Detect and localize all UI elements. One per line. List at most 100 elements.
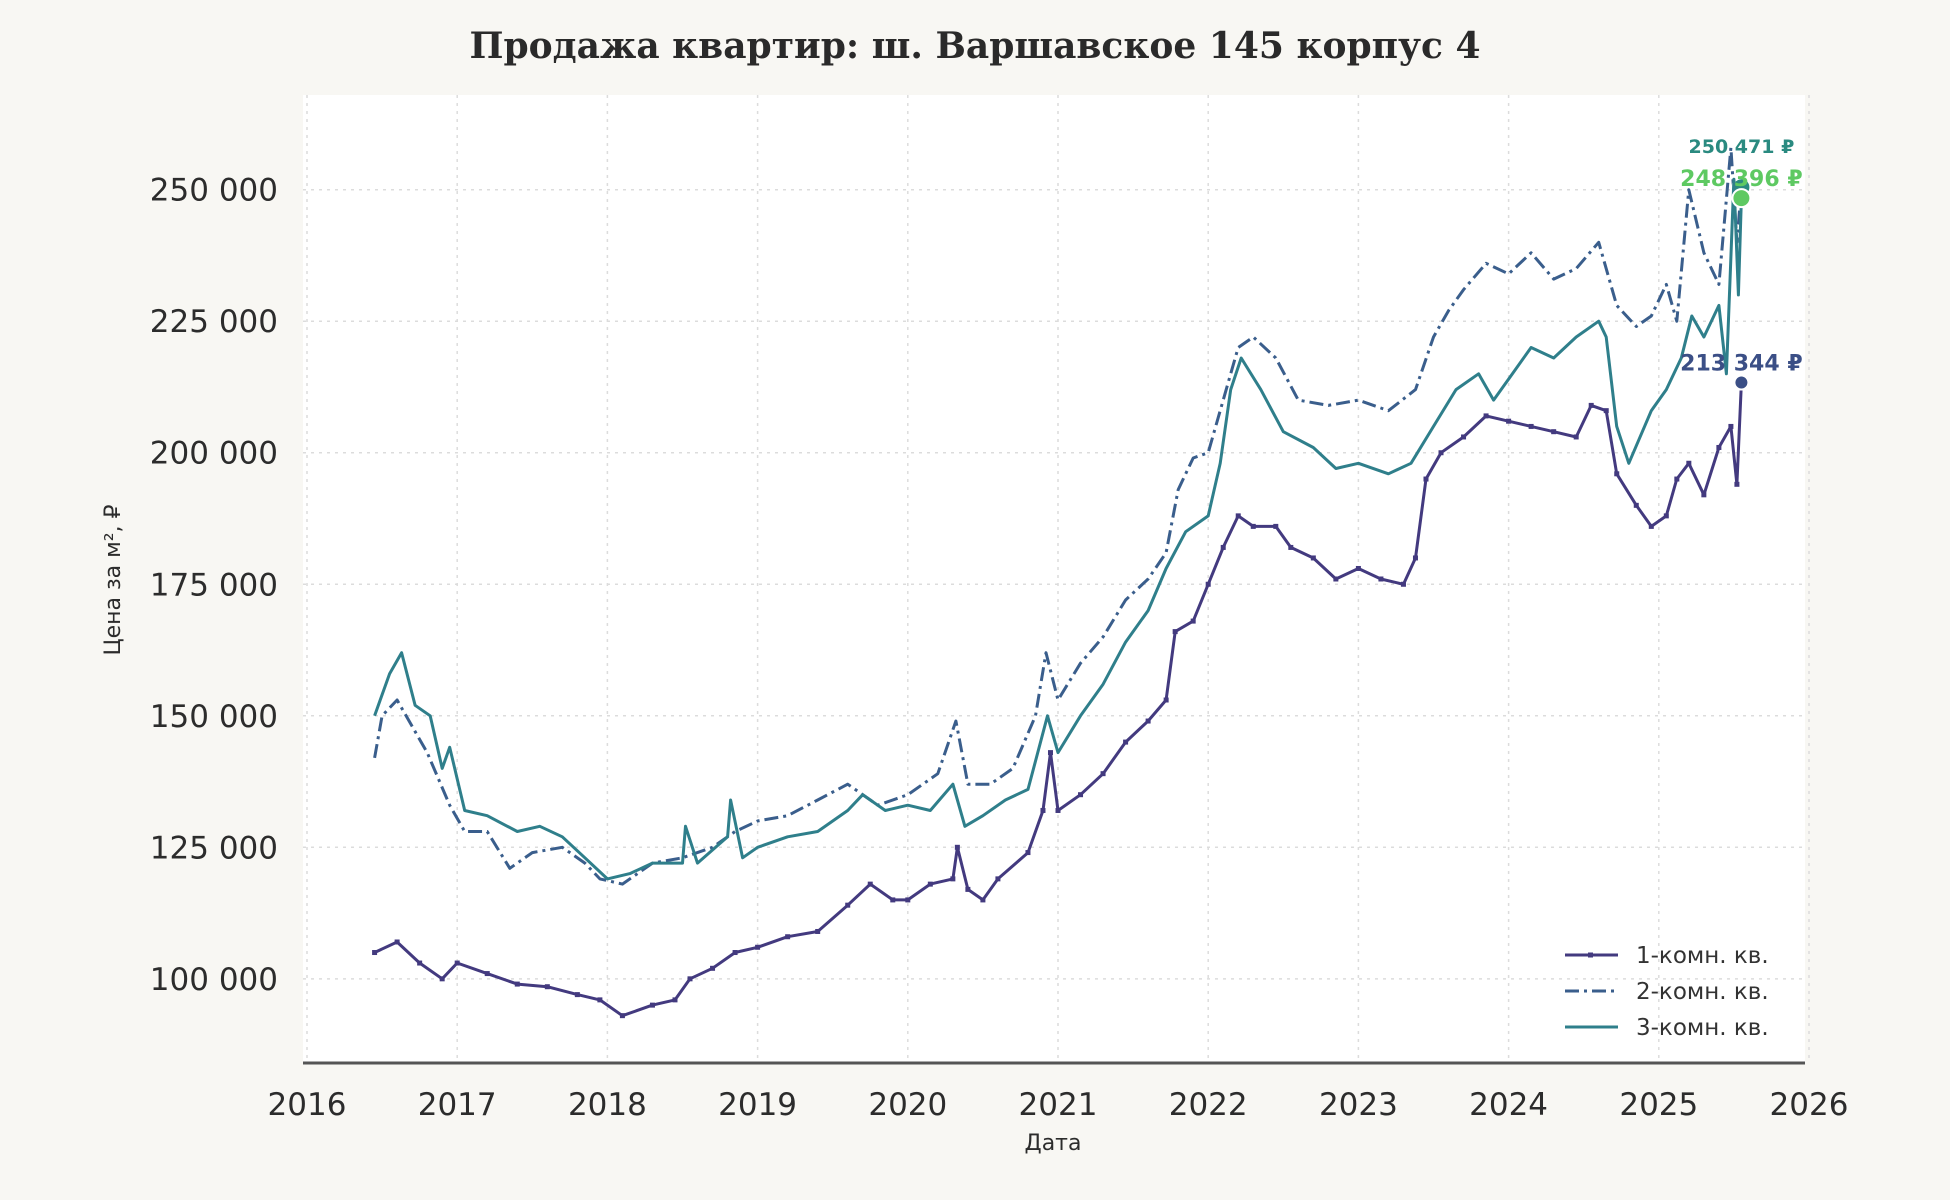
- data-point: [710, 965, 716, 971]
- data-point: [1686, 460, 1692, 466]
- data-point: [965, 886, 971, 892]
- y-tick-label: 225 000: [150, 304, 278, 340]
- legend-label: 3-комн. кв.: [1636, 1015, 1769, 1041]
- x-tick-labels: 2016 2017 2018 2019 2020 2021 2022 2023 2024 2025…: [268, 1087, 1849, 1123]
- data-point: [417, 960, 423, 966]
- data-point: [1728, 423, 1734, 429]
- data-point: [1506, 418, 1512, 424]
- data-point: [1100, 771, 1106, 777]
- data-point: [1400, 581, 1406, 587]
- data-point: [1603, 408, 1609, 414]
- data-point: [687, 976, 693, 982]
- end-point-marker: [1733, 374, 1750, 391]
- data-point: [1573, 434, 1579, 440]
- data-point: [1674, 476, 1680, 482]
- data-point: [995, 876, 1001, 882]
- data-point: [1588, 402, 1594, 408]
- data-point: [954, 844, 960, 850]
- end-value-label: 213 344 ₽: [1680, 352, 1802, 377]
- x-tick-label: 2025: [1619, 1087, 1698, 1123]
- data-point: [544, 984, 550, 990]
- x-tick-label: 2022: [1169, 1087, 1248, 1123]
- grid: [303, 95, 1810, 1063]
- legend-label: 1-комн. кв.: [1636, 943, 1769, 969]
- data-point: [1123, 739, 1129, 745]
- legend: 1-комн. кв. 2-комн. кв. 3-комн. кв.: [1565, 943, 1769, 1041]
- data-point: [1220, 544, 1226, 550]
- data-point: [1663, 513, 1669, 519]
- data-point: [597, 997, 603, 1003]
- data-point: [672, 997, 678, 1003]
- data-point: [1250, 523, 1256, 529]
- data-point: [619, 1013, 625, 1019]
- data-point: [1040, 807, 1046, 813]
- y-tick-label: 150 000: [150, 699, 278, 735]
- x-tick-label: 2019: [718, 1087, 797, 1123]
- x-tick-label: 2017: [418, 1087, 497, 1123]
- x-tick-label: 2021: [1019, 1087, 1098, 1123]
- data-point: [1190, 618, 1196, 624]
- data-point: [372, 950, 378, 956]
- data-point: [1205, 581, 1211, 587]
- data-point: [1423, 476, 1429, 482]
- x-tick-label: 2026: [1770, 1087, 1849, 1123]
- data-point: [1734, 481, 1740, 487]
- data-point: [1701, 492, 1707, 498]
- data-point: [1025, 850, 1031, 856]
- data-point: [1172, 629, 1178, 635]
- x-tick-label: 2018: [568, 1087, 647, 1123]
- data-point: [1163, 697, 1169, 703]
- end-value-labels: 250 471 ₽ 248 396 ₽ 213 344 ₽: [1680, 136, 1802, 376]
- y-tick-label: 200 000: [150, 436, 278, 472]
- data-point: [1078, 792, 1084, 798]
- legend-label: 2-комн. кв.: [1636, 979, 1769, 1005]
- plot-area: [303, 95, 1805, 1063]
- data-point: [1355, 565, 1361, 571]
- data-point: [1483, 413, 1489, 419]
- data-point: [1378, 576, 1384, 582]
- data-point: [950, 876, 956, 882]
- y-axis-label: Цена за м², ₽: [101, 504, 126, 655]
- data-point: [867, 881, 873, 887]
- data-point: [394, 939, 400, 945]
- data-point: [1235, 513, 1241, 519]
- data-point: [815, 928, 821, 934]
- data-point: [890, 897, 896, 903]
- data-point: [439, 976, 445, 982]
- data-point: [454, 960, 460, 966]
- data-point: [1614, 471, 1620, 477]
- data-point: [1412, 555, 1418, 561]
- data-point: [484, 971, 490, 977]
- data-point: [1310, 555, 1316, 561]
- data-point: [1648, 523, 1654, 529]
- data-point: [1273, 523, 1279, 529]
- series-layer: [372, 146, 1752, 1019]
- data-point: [1461, 434, 1467, 440]
- x-tick-label: 2020: [868, 1087, 947, 1123]
- y-tick-label: 175 000: [150, 567, 278, 603]
- data-point: [1716, 444, 1722, 450]
- y-tick-label: 125 000: [150, 830, 278, 866]
- data-point: [980, 897, 986, 903]
- y-tick-labels: 100 000 125 000 150 000 175 000 200 000 225 0…: [150, 173, 278, 998]
- x-tick-label: 2024: [1469, 1087, 1548, 1123]
- x-axis-label: Дата: [1025, 1131, 1082, 1156]
- end-value-label: 248 396 ₽: [1680, 167, 1802, 192]
- end-point-marker: [1731, 188, 1752, 209]
- data-point: [927, 881, 933, 887]
- data-point: [1438, 450, 1444, 456]
- end-value-label: 250 471 ₽: [1689, 136, 1795, 158]
- data-point: [1551, 429, 1557, 435]
- data-point: [1528, 423, 1534, 429]
- data-point: [845, 902, 851, 908]
- data-point: [649, 1002, 655, 1008]
- x-tick-label: 2023: [1319, 1087, 1398, 1123]
- data-point: [1145, 718, 1151, 724]
- data-point: [1055, 807, 1061, 813]
- data-point: [905, 897, 911, 903]
- data-point: [1633, 502, 1639, 508]
- series-line-3: [373, 177, 1743, 881]
- legend-marker: [1588, 952, 1593, 958]
